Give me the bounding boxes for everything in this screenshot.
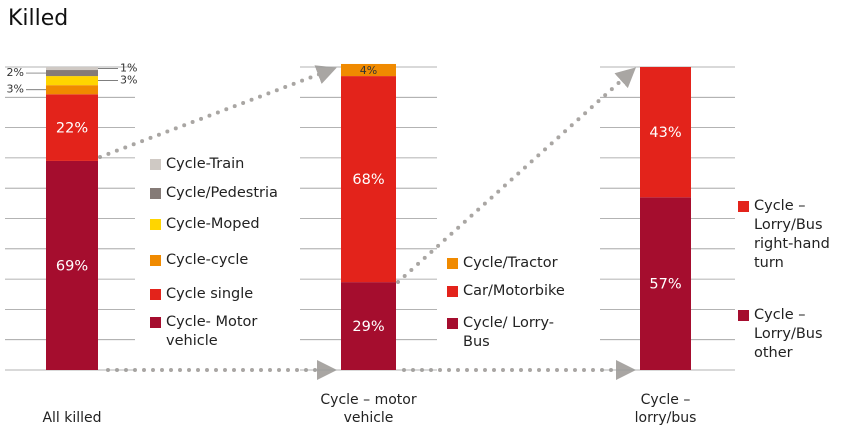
legend-label: Cycle-Moped (166, 216, 260, 232)
category-label: Cycle – lorry/bus (634, 392, 697, 426)
value-label: 68% (352, 172, 384, 188)
legend-label: Cycle single (166, 286, 254, 302)
legend-label: Cycle- Motor vehicle (166, 314, 258, 349)
value-label: 43% (649, 125, 681, 141)
legend-label: Cycle/ Lorry-Bus (463, 315, 555, 350)
legend-label: Cycle – Lorry/Bus other (754, 307, 823, 361)
legend-swatch (447, 286, 458, 297)
legend-swatch (150, 159, 161, 170)
category-label: All killed (42, 410, 102, 426)
bar-segment (640, 67, 691, 198)
legend-label: Cycle/Tractor (463, 255, 558, 271)
value-label: 3% (7, 83, 24, 96)
category-label: Cycle – motor vehicle (320, 392, 417, 426)
legend-swatch (150, 188, 161, 199)
legend-swatch (738, 310, 749, 321)
value-label: 29% (352, 319, 384, 335)
flow-arrows (98, 65, 636, 380)
value-label: 57% (649, 277, 681, 293)
legend-label: Cycle – Lorry/Bus right-hand turn (754, 198, 830, 271)
bar-segment (46, 76, 98, 86)
bar-segment (341, 282, 396, 370)
value-label: 69% (56, 258, 88, 274)
legend-swatch (447, 318, 458, 329)
legend-label: Cycle-Train (166, 156, 245, 172)
arrow (396, 67, 636, 284)
value-label: 2% (7, 66, 24, 79)
value-label: 22% (56, 121, 88, 137)
legend-swatch (150, 255, 161, 266)
value-label: 4% (360, 64, 377, 77)
bar-segment (46, 85, 98, 95)
bar-segment (341, 63, 396, 77)
bar-segment (341, 76, 396, 283)
title: Killed (8, 6, 69, 31)
bar-segment (46, 94, 98, 161)
legend-label: Cycle/Pedestria (166, 185, 278, 201)
legend-label: Cycle-cycle (166, 252, 249, 268)
value-label: 1% (120, 62, 137, 75)
legend-swatch (150, 317, 161, 328)
value-label: 3% (120, 74, 137, 87)
bar-segment (46, 160, 98, 370)
bar-segment (640, 197, 691, 370)
legend-label: Car/Motorbike (463, 283, 565, 299)
legend-swatch (447, 258, 458, 269)
legend-swatch (150, 219, 161, 230)
bar-segment (46, 70, 98, 77)
legend-swatch (150, 289, 161, 300)
legend-swatch (738, 201, 749, 212)
bar-segment (46, 67, 98, 71)
arrow (98, 65, 337, 159)
